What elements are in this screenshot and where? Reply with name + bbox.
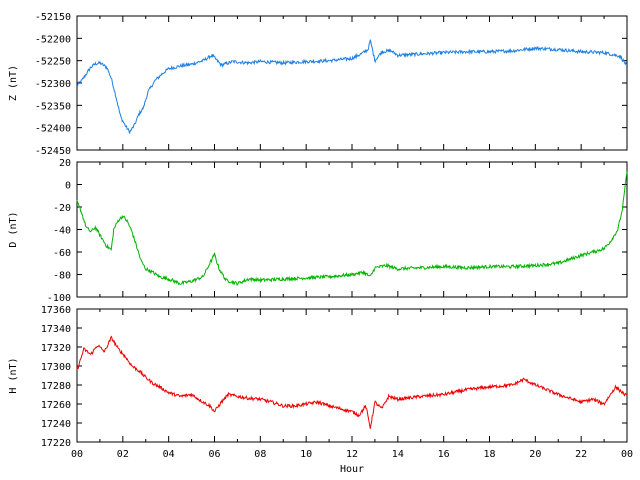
y-tick-label: 17260	[41, 400, 71, 411]
plot-frame	[76, 308, 628, 443]
x-tick-label: 10	[300, 449, 312, 460]
x-tick-label: 22	[575, 449, 587, 460]
y-tick-label: -52450	[35, 146, 71, 157]
x-tick-label: 00	[621, 449, 633, 460]
y-axis-label: D (nT)	[8, 211, 19, 247]
y-tick-label: 17340	[41, 324, 71, 335]
series-line	[76, 39, 628, 134]
x-tick-label: 02	[117, 449, 129, 460]
x-tick-label: 20	[529, 449, 541, 460]
y-tick-label: -20	[53, 203, 71, 214]
x-tick-label: 14	[392, 449, 404, 460]
y-tick-label: -52350	[35, 101, 71, 112]
y-tick-label: -52400	[35, 124, 71, 135]
y-tick-label: -52200	[35, 34, 71, 45]
y-tick-label: -80	[53, 271, 71, 282]
series-line	[76, 171, 628, 287]
y-tick-label: 0	[65, 181, 71, 192]
y-tick-label: -52150	[35, 12, 71, 23]
y-tick-label: 17240	[41, 419, 71, 430]
y-tick-label: 17280	[41, 381, 71, 392]
y-tick-label: 17360	[41, 305, 71, 316]
x-tick-label: 06	[208, 449, 220, 460]
panel-z: -52150 -52200 -52250 -52300 -52350 -52400 -524…	[8, 12, 628, 157]
plot-frame	[76, 15, 628, 151]
x-tick-label: 08	[254, 449, 266, 460]
x-tick-label: 04	[163, 449, 175, 460]
y-axis-label: Z (nT)	[8, 65, 19, 101]
x-tick-label: 18	[483, 449, 495, 460]
x-axis-label: Hour	[340, 464, 364, 475]
x-tick-label: 16	[438, 449, 450, 460]
y-tick-label: -52250	[35, 57, 71, 68]
y-tick-label: -40	[53, 226, 71, 237]
y-tick-label: 17220	[41, 438, 71, 449]
y-tick-label: -52300	[35, 79, 71, 90]
y-tick-label: -60	[53, 248, 71, 259]
y-tick-label: 17320	[41, 343, 71, 354]
panel-h: 17360 17340 17320 17300 17280 17260 17240 17220…	[8, 305, 633, 475]
x-tick-label: 00	[71, 449, 83, 460]
y-tick-label: -100	[47, 293, 71, 304]
series-line	[76, 335, 628, 429]
x-tick-label: 12	[346, 449, 358, 460]
panel-d: 20 0 -20 -40 -60 -80 -100 D (nT)	[8, 158, 628, 304]
y-tick-label: 17300	[41, 362, 71, 373]
y-tick-label: 20	[59, 158, 71, 169]
y-axis-label: H (nT)	[8, 357, 19, 393]
